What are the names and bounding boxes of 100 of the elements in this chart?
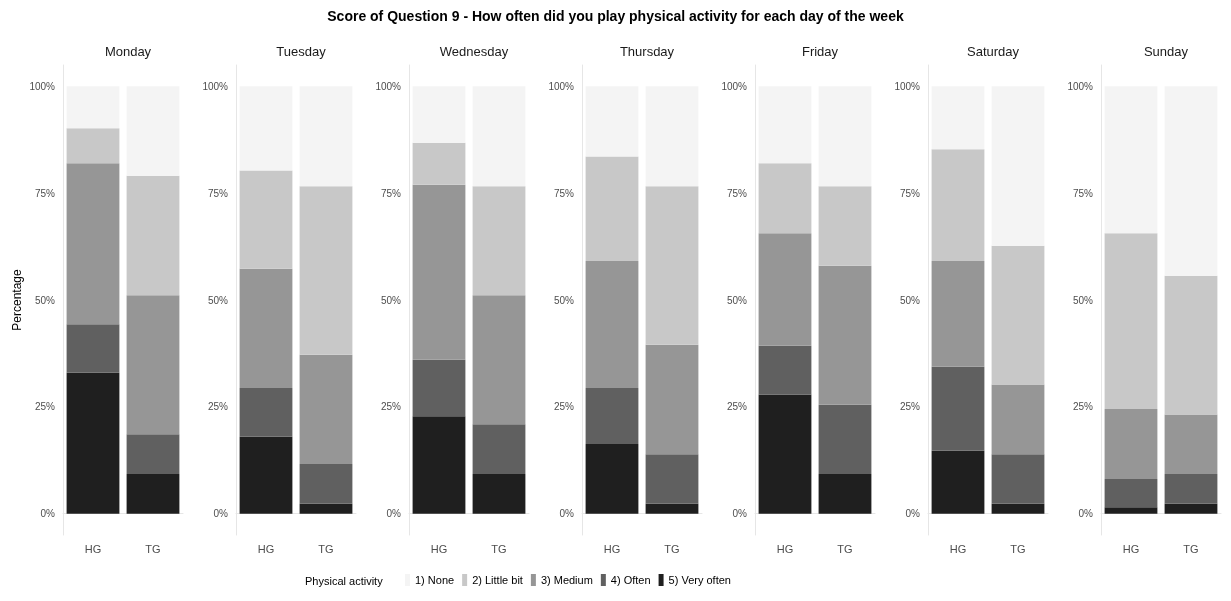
x-tick-label: HG [1122,542,1140,555]
bar [758,394,812,514]
chart-subtitle: Thursday [619,44,675,59]
bar [472,186,526,296]
bar [239,436,293,514]
y-tick-label: 100% [1067,80,1094,92]
chart-subtitle: Wednesday [439,44,509,59]
bar [931,261,985,367]
bar [991,454,1045,504]
bar [239,388,293,437]
y-tick-label: 100% [894,80,921,92]
bar [126,473,180,514]
chart-title: Score of Question 9 - How often did you play physical activity for each day of the week [326,8,905,24]
y-tick-label: 100% [375,80,402,92]
bar [1164,414,1218,474]
bar [299,354,353,465]
bar [239,268,293,389]
y-tick-label: 100% [29,80,56,92]
x-tick-label: TG [491,542,507,555]
bar [585,261,639,389]
y-tick-label: 0% [40,508,56,520]
x-tick-label: HG [949,542,967,555]
bar [1164,473,1218,504]
bar [66,86,120,129]
bar [1164,503,1218,514]
bar [645,86,699,187]
bar [1104,479,1158,508]
bar [645,503,699,514]
x-tick-label: TG [1010,542,1026,555]
bar [931,86,985,150]
bar [758,163,812,234]
legend-title: Physical activity [305,574,384,587]
bar [818,404,872,474]
bar [931,450,985,514]
y-tick-label: 50% [1072,294,1094,306]
bar [126,175,180,296]
y-tick-label: 25% [207,401,229,413]
y-tick-label: 50% [553,294,575,306]
bar [645,454,699,504]
bar [239,86,293,171]
bar [1104,507,1158,514]
y-tick-label: 75% [899,187,921,199]
y-tick-label: 0% [1078,508,1094,520]
y-tick-label: 50% [380,294,402,306]
y-tick-label: 0% [213,508,229,520]
bar [66,163,120,325]
y-tick-label: 25% [899,401,921,413]
y-tick-label: 25% [553,401,575,413]
y-tick-label: 50% [726,294,748,306]
x-tick-label: TG [837,542,853,555]
bar [931,149,985,262]
bar [585,443,639,514]
bar [126,295,180,435]
chart-subtitle: Tuesday [276,44,327,59]
y-tick-label: 50% [34,294,56,306]
bar [66,324,120,373]
y-tick-label: 75% [1072,187,1094,199]
y-tick-label: 50% [207,294,229,306]
x-tick-label: HG [430,542,448,555]
bar [991,503,1045,514]
bar [412,184,466,360]
y-tick-label: 25% [1072,401,1094,413]
y-tick-label: 0% [905,508,921,520]
bar [1164,275,1218,415]
bar [585,86,639,157]
y-tick-label: 75% [207,187,229,199]
x-tick-label: TG [145,542,161,555]
bar [585,388,639,444]
bar [1104,233,1158,409]
bar [472,86,526,187]
y-tick-label: 50% [899,294,921,306]
y-tick-label: 100% [721,80,748,92]
chart-subtitle: Monday [104,44,152,59]
y-tick-label: 75% [34,187,56,199]
bar [126,86,180,176]
bar [472,473,526,514]
x-tick-label: TG [1183,542,1199,555]
bar [66,128,120,164]
y-tick-label: 100% [548,80,575,92]
bar [645,344,699,455]
bar [66,372,120,514]
legend-label: 3) Medium [540,574,593,586]
bar [991,86,1045,246]
y-tick-label: 25% [726,401,748,413]
bar [645,186,699,345]
bar [412,86,466,143]
bar [299,464,353,504]
bar [412,142,466,185]
bar [299,186,353,355]
y-axis-title: Percentage [10,268,24,331]
y-tick-label: 25% [34,401,56,413]
x-tick-label: HG [84,542,102,555]
bar [585,156,639,262]
legend-label: 2) Little bit [472,574,523,586]
bar [818,86,872,187]
legend-label: 4) Often [610,574,651,586]
y-tick-label: 0% [559,508,575,520]
y-tick-label: 0% [386,508,402,520]
bar [818,473,872,514]
bar [472,424,526,474]
